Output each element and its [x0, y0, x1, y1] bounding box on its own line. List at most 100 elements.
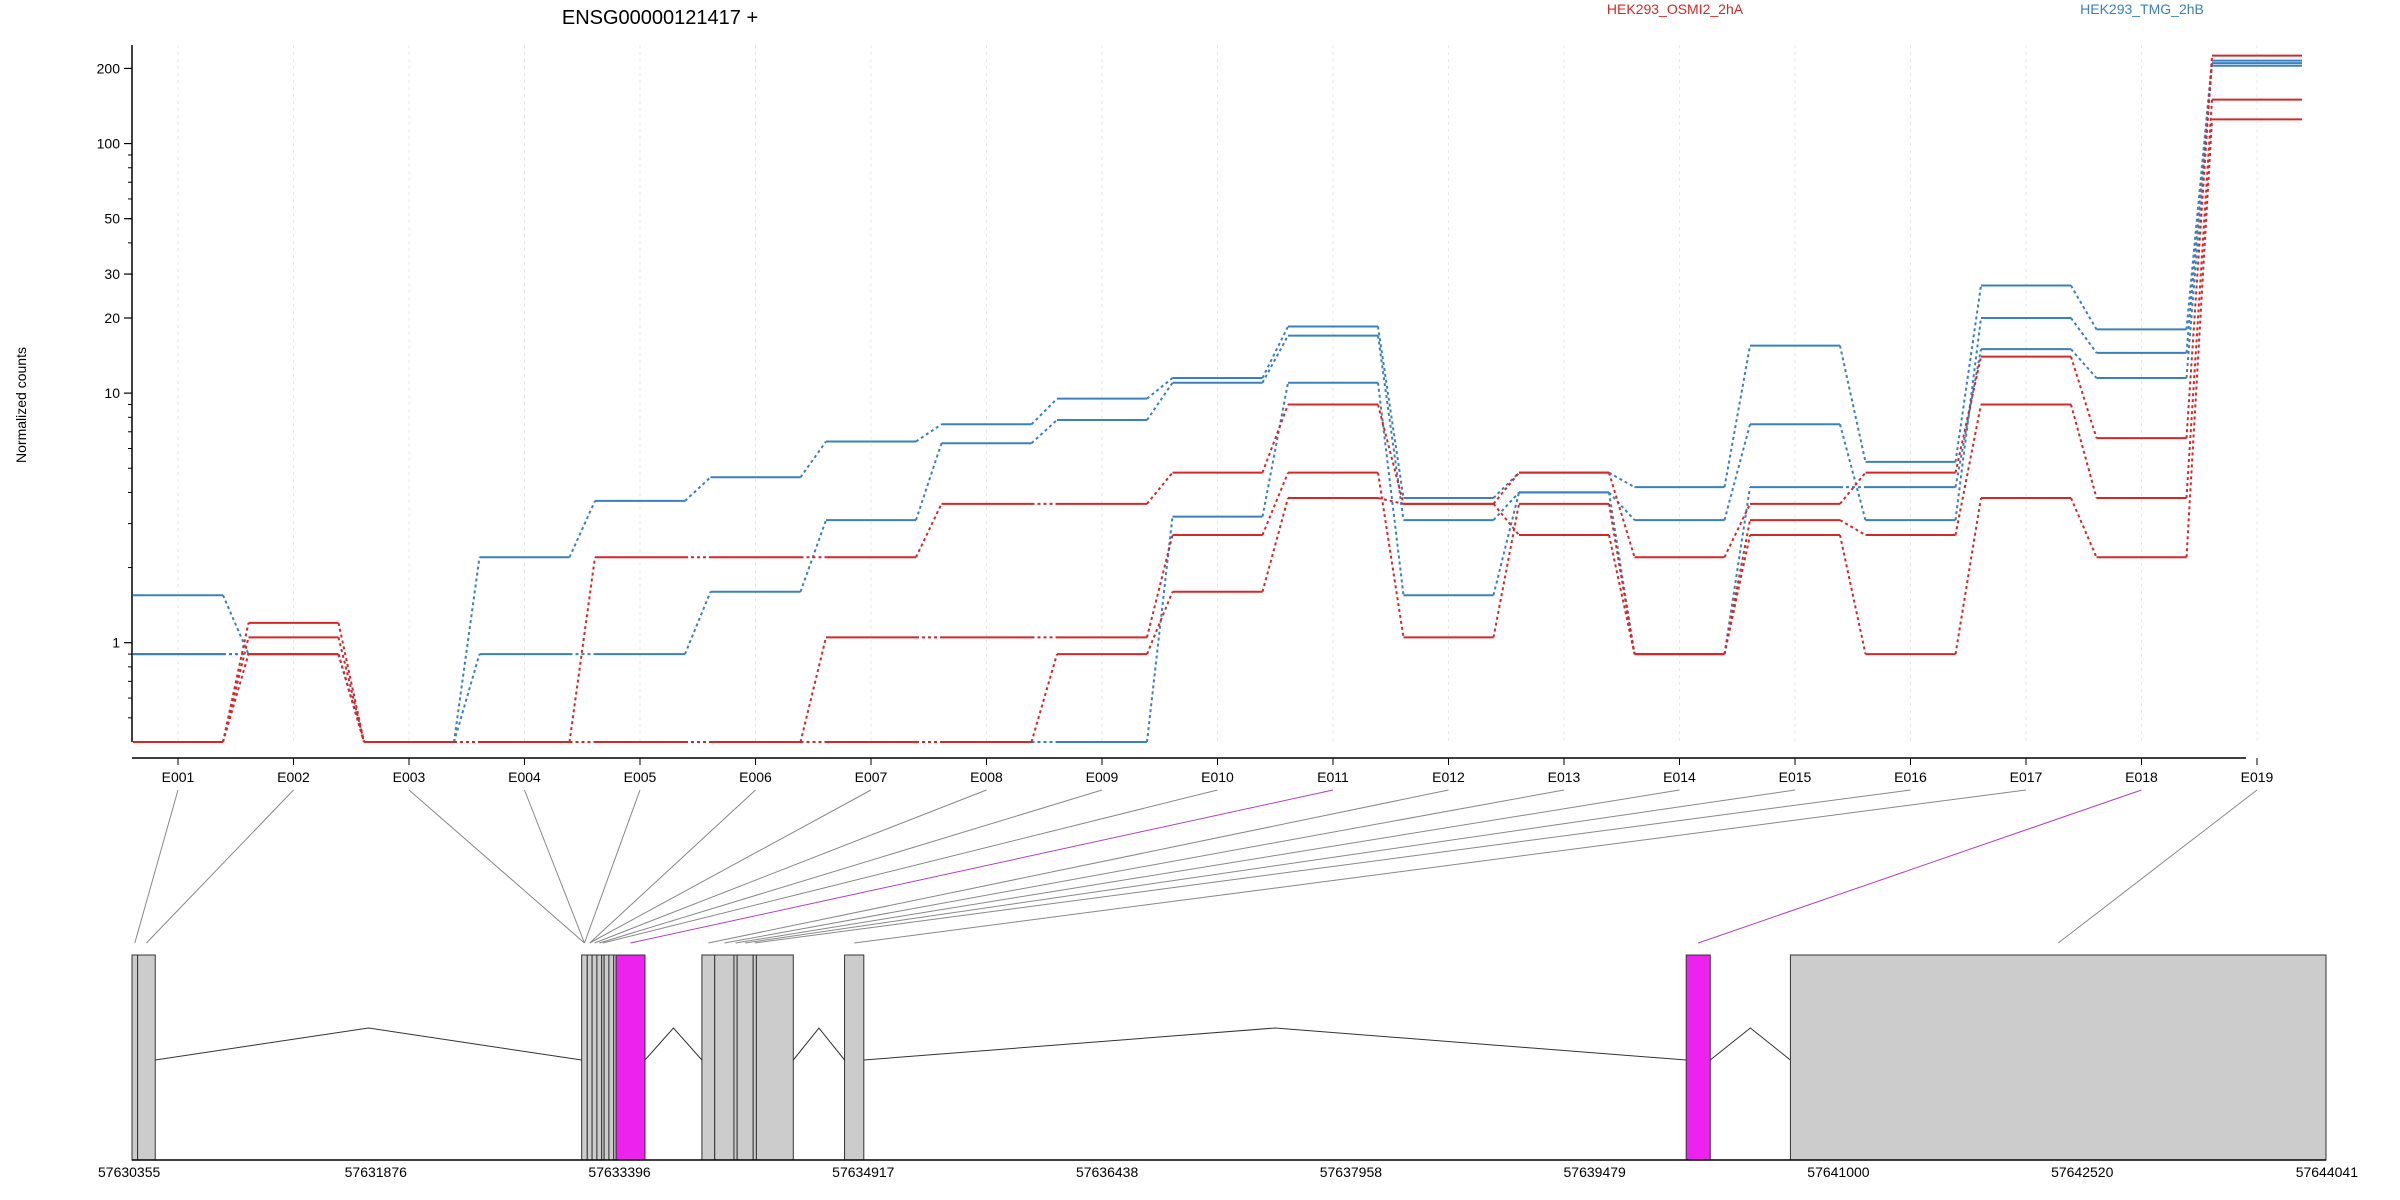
series-transition — [1377, 326, 1405, 499]
exon-box — [608, 954, 615, 1161]
series-transition — [1723, 424, 1751, 521]
series-0 — [133, 59, 2302, 743]
exon-connector — [584, 789, 641, 944]
series-transition — [1492, 503, 1520, 638]
series-transition — [1608, 471, 1635, 489]
series-transition — [1261, 335, 1289, 384]
series-transition — [2070, 317, 2098, 354]
exon-box — [701, 954, 716, 1161]
series-transition — [1839, 424, 1867, 521]
series-transition — [2070, 356, 2098, 439]
genome-tick-label: 57637958 — [1320, 1164, 1383, 1180]
intron-line — [155, 1027, 582, 1061]
intron-line — [644, 1027, 703, 1061]
exon-box — [131, 954, 139, 1161]
exon-box — [603, 954, 610, 1161]
series-transition — [1954, 356, 1982, 473]
series-transition — [1377, 497, 1404, 505]
x-tick-label: E018 — [2125, 769, 2158, 785]
series-transition — [684, 476, 712, 502]
exon-connector — [599, 789, 1103, 944]
x-tick-label: E003 — [393, 769, 426, 785]
gene-model: 57630355 57631876 57633396 57634917 57636438… — [98, 954, 2359, 1180]
genome-tick-label: 57633396 — [588, 1164, 651, 1180]
series-transition — [2185, 63, 2213, 353]
series-transition — [453, 653, 481, 743]
exon-connector — [724, 789, 1565, 944]
exon-box — [844, 954, 865, 1161]
series-transition — [1839, 534, 1867, 655]
series-transition — [1608, 491, 1636, 521]
y-axis-label: Normalized counts — [13, 347, 29, 463]
series-transition — [1608, 534, 1636, 655]
series-transition — [1030, 419, 1058, 444]
intron-line — [863, 1027, 1687, 1061]
genome-tick-label: 57642520 — [2051, 1164, 2114, 1180]
exon-connector — [854, 789, 2027, 944]
series-transition — [2070, 497, 2098, 558]
exon-connectors — [134, 789, 2258, 944]
exon-connector — [146, 789, 294, 944]
exon-connector — [708, 789, 1449, 944]
series-transition — [799, 440, 827, 478]
x-tick-label: E006 — [739, 769, 772, 785]
series-transition — [1954, 404, 1982, 536]
series-transition — [568, 500, 596, 558]
legend-item-osmi2: HEK293_OSMI2_2hA — [1607, 1, 1744, 17]
exon-box — [1789, 954, 2327, 1161]
exon-connector — [630, 789, 1334, 944]
x-tick-label: E008 — [970, 769, 1003, 785]
series-transition — [2070, 348, 2098, 379]
genome-tick-label: 57634917 — [832, 1164, 895, 1180]
series-transition — [1492, 471, 1520, 499]
x-tick-label: E014 — [1663, 769, 1696, 785]
series-transition — [222, 637, 250, 743]
series-transition — [2070, 284, 2098, 330]
x-tick-label: E016 — [1894, 769, 1927, 785]
x-tick-label: E013 — [1548, 769, 1581, 785]
series-transition — [1839, 519, 1867, 536]
exon-box — [714, 954, 735, 1161]
genome-tick-label: 57630355 — [98, 1164, 161, 1180]
series-transition — [337, 637, 365, 743]
series-transition — [1261, 382, 1289, 517]
series-transition — [1261, 326, 1289, 379]
series-transition — [1839, 472, 1867, 505]
series-transition — [1723, 486, 1751, 655]
exon-connector — [408, 789, 585, 944]
exon-connector — [524, 789, 585, 944]
legend-item-tmg: HEK293_TMG_2hB — [2080, 1, 2204, 17]
series-transition — [1723, 519, 1751, 655]
x-tick-label: E012 — [1432, 769, 1465, 785]
series-transition — [1146, 591, 1174, 655]
series-transition — [915, 503, 943, 558]
genome-tick-label: 57641000 — [1807, 1164, 1870, 1180]
series-transition — [222, 594, 250, 655]
y-tick-label: 50 — [104, 211, 120, 227]
x-tick-label: E007 — [855, 769, 888, 785]
exon-box — [596, 954, 603, 1161]
series-transition — [568, 557, 596, 743]
y-tick-label: 30 — [104, 266, 120, 282]
series-transition — [2185, 99, 2213, 499]
exon-box — [755, 954, 794, 1161]
series-lines — [133, 54, 2302, 743]
exon-connector — [754, 789, 1911, 944]
y-tick-label: 10 — [104, 385, 120, 401]
series-transition — [2185, 119, 2213, 558]
exon-box — [1685, 954, 1711, 1161]
series-transition — [1146, 516, 1174, 743]
exon-box — [137, 954, 156, 1161]
series-transition — [1954, 497, 1982, 655]
series-transition — [1377, 472, 1405, 638]
exon-connector — [745, 789, 1796, 944]
genome-tick-label: 57644041 — [2296, 1164, 2359, 1180]
x-tick-label: E015 — [1779, 769, 1812, 785]
y-tick-label: 1 — [112, 635, 120, 651]
series-transition — [1723, 503, 1751, 558]
series-transition — [799, 519, 827, 593]
x-tick-label: E002 — [277, 769, 310, 785]
series-transition — [1839, 345, 1867, 463]
series-transition — [1377, 382, 1405, 596]
series-transition — [1608, 472, 1636, 558]
